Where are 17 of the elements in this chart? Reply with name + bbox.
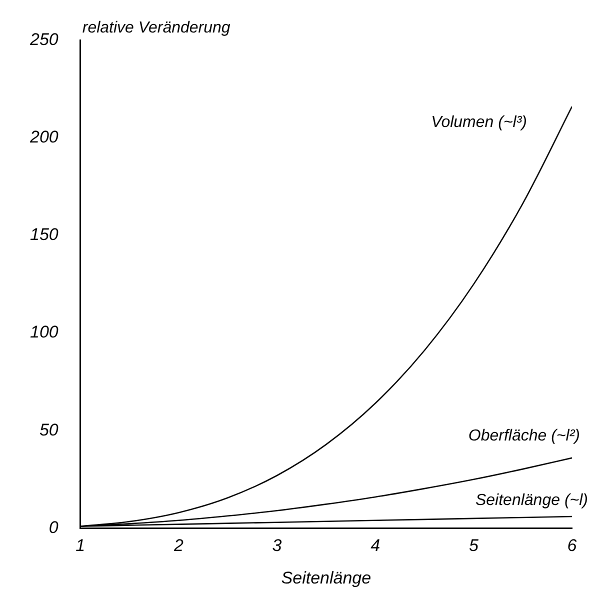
series-label: Seitenlänge (~l) [475,492,588,509]
y-axis-title: relative Veränderung [82,20,230,37]
x-axis-title: Seitenlänge [281,568,372,588]
y-tick-label: 150 [30,225,59,244]
y-tick-label: 250 [28,30,59,49]
y-tick-label: 200 [28,128,59,147]
series-label: Oberfläche (~l²) [468,427,580,444]
x-tick-label: 5 [468,536,479,556]
x-tick-label: 3 [272,536,282,556]
series-label: Volumen (~l³) [431,114,527,132]
y-tick-label: 100 [30,322,59,342]
x-tick-label: 6 [567,536,578,556]
x-tick-label: 4 [370,536,380,556]
x-tick-label: 2 [172,536,184,556]
y-tick-label: 50 [39,420,59,440]
x-tick-label: 1 [76,536,86,556]
y-tick-label: 0 [48,518,59,537]
